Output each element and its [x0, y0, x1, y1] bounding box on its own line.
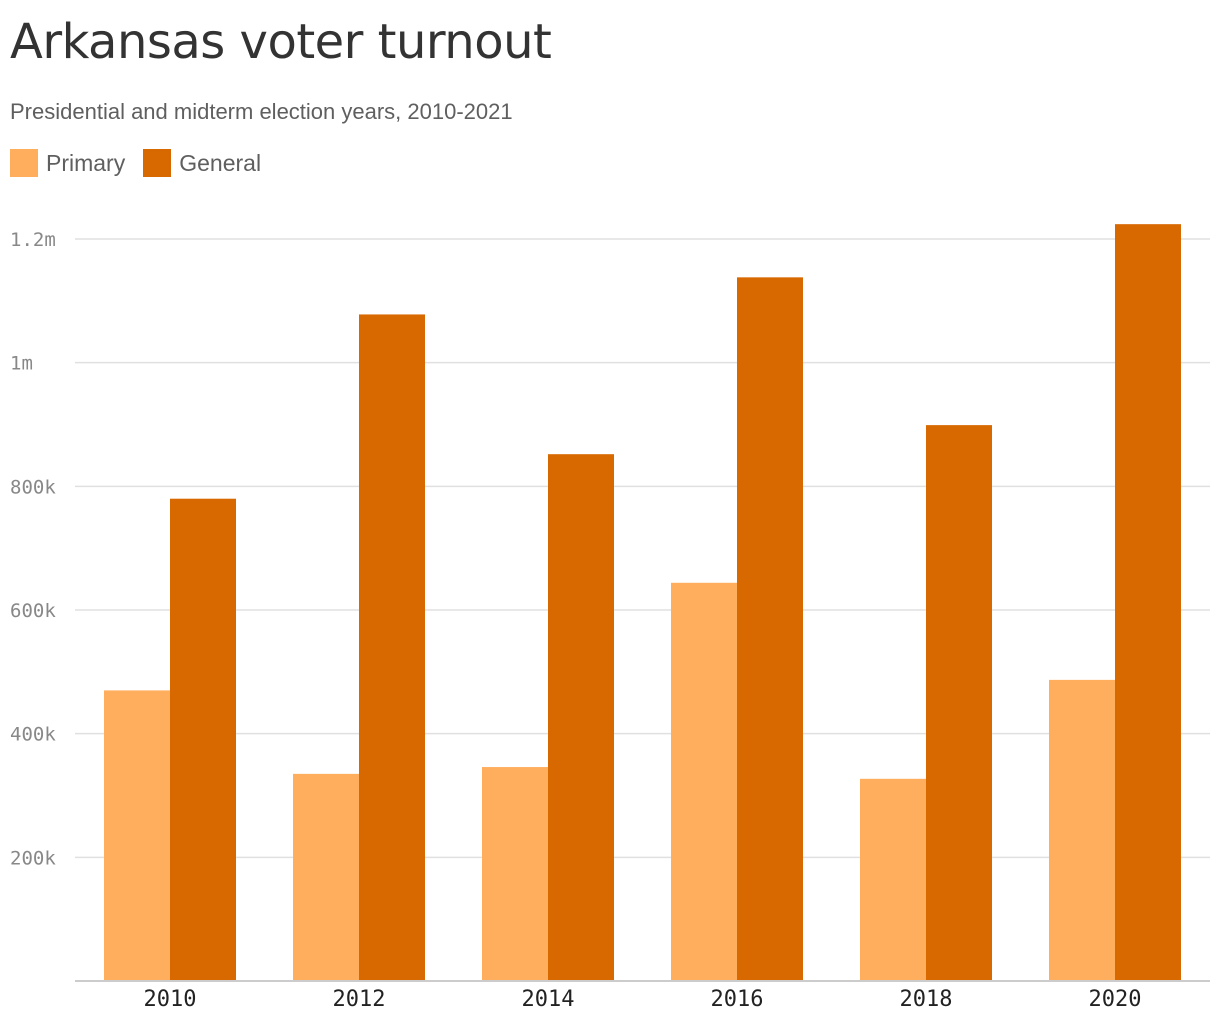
y-tick-label: 800k: [10, 476, 56, 498]
legend-item-primary: Primary: [10, 149, 125, 177]
x-tick-label: 2010: [144, 987, 197, 1012]
bar-general-2012: [359, 314, 425, 981]
bar-general-2016: [737, 277, 803, 981]
bar-general-2014: [548, 454, 614, 981]
x-tick-label: 2012: [333, 987, 386, 1012]
y-tick-label: 400k: [10, 724, 56, 746]
bar-primary-2020: [1049, 679, 1115, 981]
bar-general-2010: [170, 498, 236, 981]
x-tick-label: 2014: [522, 987, 575, 1012]
gridlines: [75, 238, 1210, 859]
legend-swatch-primary: [10, 149, 38, 177]
x-tick-label: 2018: [900, 987, 953, 1012]
y-tick-label: 1m: [10, 353, 33, 375]
x-tick-label: 2016: [711, 987, 764, 1012]
x-tick-label: 2020: [1089, 987, 1142, 1012]
y-tick-label: 600k: [10, 600, 56, 622]
axes: 200k 400k 600k 800k 1m 1.2m 2010 2012 2014 2016 20…: [10, 229, 1210, 1012]
bar-primary-2018: [860, 778, 926, 981]
legend-item-general: General: [143, 149, 261, 177]
bar-general-2018: [926, 425, 992, 982]
legend: Primary General: [10, 149, 279, 177]
bar-primary-2016: [671, 582, 737, 981]
bar-general-2020: [1115, 224, 1181, 982]
legend-swatch-general: [143, 149, 172, 177]
bar-primary-2014: [482, 767, 548, 981]
legend-label-general: General: [179, 149, 262, 176]
chart-subtitle: Presidential and midterm election years,…: [10, 99, 513, 124]
chart-title: Arkansas voter turnout: [10, 14, 552, 70]
legend-label-primary: Primary: [46, 149, 126, 176]
y-tick-label: 1.2m: [10, 229, 56, 251]
y-tick-label: 200k: [10, 847, 56, 869]
bar-primary-2010: [104, 690, 170, 981]
bar-primary-2012: [293, 773, 359, 981]
bars: [104, 224, 1181, 982]
